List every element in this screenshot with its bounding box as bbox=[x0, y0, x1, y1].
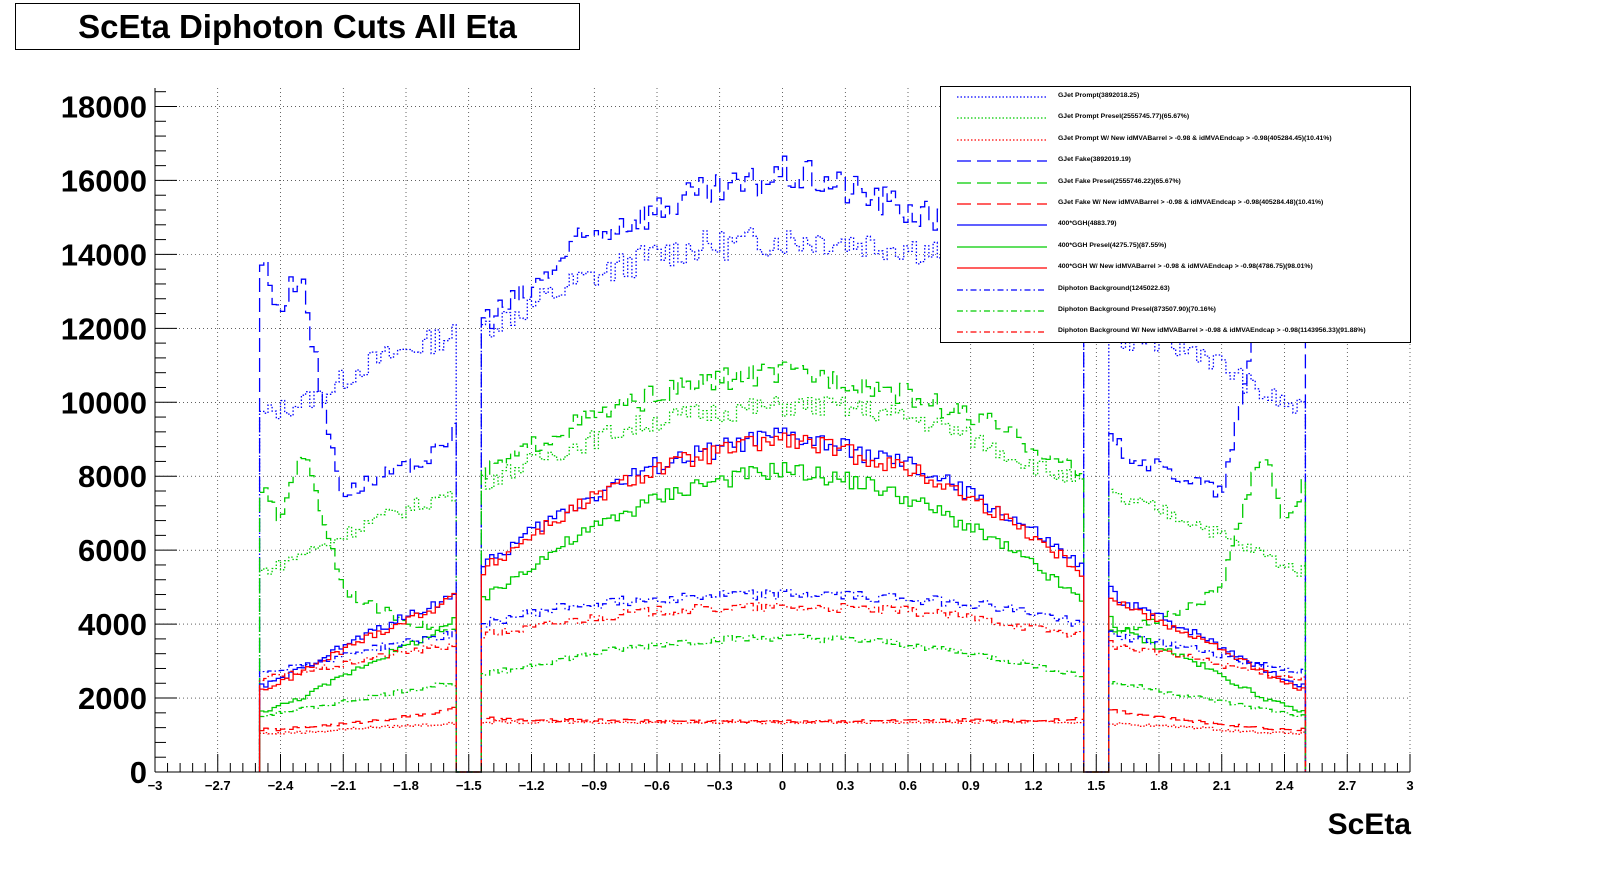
x-tick-label: 1.5 bbox=[1087, 778, 1105, 793]
legend-swatch bbox=[957, 267, 1047, 269]
legend-entry: GJet Prompt Presel(2555745.77)(65.67%) bbox=[941, 108, 1410, 129]
legend-label: Diphoton Background(1245022.63) bbox=[1058, 284, 1170, 292]
x-tick-label: 1.8 bbox=[1150, 778, 1168, 793]
x-axis-label: ScEta bbox=[1327, 808, 1411, 841]
x-tick-label: 2.1 bbox=[1213, 778, 1231, 793]
x-tick-label: 2.4 bbox=[1275, 778, 1294, 793]
y-tick-label: 2000 bbox=[78, 681, 147, 716]
legend-entry: GJet Fake W/ New idMVABarrel > -0.98 & i… bbox=[941, 194, 1410, 215]
legend-label: GJet Prompt(3892018.25) bbox=[1058, 92, 1140, 99]
chart-title: ScEta Diphoton Cuts All Eta bbox=[78, 7, 517, 45]
legend-label: Diphoton Background W/ New idMVABarrel >… bbox=[1058, 327, 1366, 335]
x-tick-label: −1.8 bbox=[393, 778, 419, 793]
legend-entry: 400*GGH W/ New idMVABarrel > -0.98 & idM… bbox=[941, 258, 1410, 279]
series-line-9 bbox=[258, 432, 1307, 773]
legend-swatch bbox=[957, 310, 1047, 312]
x-tick-label: −2.1 bbox=[330, 778, 356, 793]
legend-swatch bbox=[957, 288, 1047, 291]
y-tick-label: 8000 bbox=[78, 459, 147, 494]
x-tick-label: 3 bbox=[1406, 778, 1413, 793]
series-line-6 bbox=[258, 706, 1307, 773]
legend-label: Diphoton Background Presel(873507.90)(70… bbox=[1058, 306, 1216, 313]
legend-entry: 400*GGH(4883.79) bbox=[941, 215, 1410, 236]
x-tick-label: 1.2 bbox=[1024, 778, 1042, 793]
series-line-4 bbox=[258, 155, 1307, 773]
x-tick-label: 0.3 bbox=[836, 778, 854, 793]
legend-swatch bbox=[957, 224, 1047, 226]
legend-swatch bbox=[957, 331, 1047, 333]
legend-entry: GJet Fake(3892019.19) bbox=[941, 151, 1410, 172]
x-tick-label: −0.9 bbox=[581, 778, 607, 793]
y-tick-label: 4000 bbox=[78, 607, 147, 642]
legend-label: 400*GGH Presel(4275.75)(87.55%) bbox=[1058, 241, 1167, 249]
series-line-12 bbox=[258, 602, 1307, 773]
legend-entry: GJet Prompt W/ New idMVABarrel > -0.98 &… bbox=[941, 130, 1410, 151]
x-tick-label: 0.6 bbox=[899, 778, 917, 793]
chart-title-box: ScEta Diphoton Cuts All Eta bbox=[15, 3, 580, 50]
legend-entry: GJet Fake Presel(2555746.22)(65.67%) bbox=[941, 173, 1410, 194]
x-tick-label: −2.4 bbox=[268, 778, 294, 793]
y-tick-label: 14000 bbox=[61, 237, 147, 272]
legend: GJet Prompt(3892018.25) GJet Prompt Prese… bbox=[940, 86, 1411, 343]
x-tick-label: −1.5 bbox=[456, 778, 482, 793]
legend-swatch bbox=[957, 181, 1047, 184]
series-line-11 bbox=[258, 633, 1307, 773]
x-tick-label: 0 bbox=[779, 778, 786, 793]
y-tick-label: 10000 bbox=[61, 385, 147, 420]
x-tick-label: −0.3 bbox=[707, 778, 733, 793]
legend-label: 400*GGH W/ New idMVABarrel > -0.98 & idM… bbox=[1058, 263, 1313, 271]
y-tick-label: 6000 bbox=[78, 533, 147, 568]
legend-label: GJet Prompt Presel(2555745.77)(65.67%) bbox=[1058, 113, 1190, 121]
legend-swatch bbox=[957, 117, 1047, 119]
y-tick-label: 0 bbox=[130, 755, 147, 790]
series-line-1 bbox=[258, 227, 1307, 773]
legend-label: 400*GGH(4883.79) bbox=[1058, 220, 1117, 228]
legend-entry: 400*GGH Presel(4275.75)(87.55%) bbox=[941, 237, 1410, 258]
axes: −3 −2.7 −2.4 −2.1 −1.8 −1.5 −1.2 −0.9 −0.6 −0.3 0 0… bbox=[61, 88, 1414, 793]
x-tick-label: −2.7 bbox=[205, 778, 231, 793]
legend-label: GJet Fake W/ New idMVABarrel > -0.98 & i… bbox=[1058, 199, 1324, 206]
series-line-7 bbox=[258, 427, 1307, 773]
legend-entry: Diphoton Background Presel(873507.90)(70… bbox=[941, 301, 1410, 322]
legend-label: GJet Fake Presel(2555746.22)(65.67%) bbox=[1058, 177, 1181, 185]
x-tick-label: −3 bbox=[148, 778, 163, 793]
legend-swatch bbox=[957, 203, 1047, 205]
x-tick-label: 0.9 bbox=[962, 778, 980, 793]
series-line-2 bbox=[258, 396, 1307, 773]
legend-entry: Diphoton Background(1245022.63) bbox=[941, 280, 1410, 301]
x-tick-label: 2.7 bbox=[1338, 778, 1356, 793]
legend-entry: Diphoton Background W/ New idMVABarrel >… bbox=[941, 322, 1410, 343]
series-line-8 bbox=[258, 462, 1307, 773]
x-tick-label: −0.6 bbox=[644, 778, 670, 793]
series-line-5 bbox=[258, 361, 1307, 773]
legend-swatch bbox=[957, 160, 1047, 162]
legend-label: GJet Prompt W/ New idMVABarrel > -0.98 &… bbox=[1058, 134, 1332, 142]
y-tick-label: 16000 bbox=[61, 163, 147, 198]
legend-label: GJet Fake(3892019.19) bbox=[1058, 156, 1131, 164]
y-tick-label: 12000 bbox=[61, 311, 147, 346]
legend-swatch bbox=[957, 139, 1047, 141]
y-tick-label: 18000 bbox=[61, 89, 147, 124]
legend-swatch bbox=[957, 246, 1047, 248]
series-layer bbox=[258, 155, 1307, 773]
legend-swatch bbox=[957, 96, 1047, 98]
series-line-3 bbox=[258, 719, 1307, 773]
x-tick-label: −1.2 bbox=[519, 778, 545, 793]
legend-entry: GJet Prompt(3892018.25) bbox=[941, 87, 1410, 108]
